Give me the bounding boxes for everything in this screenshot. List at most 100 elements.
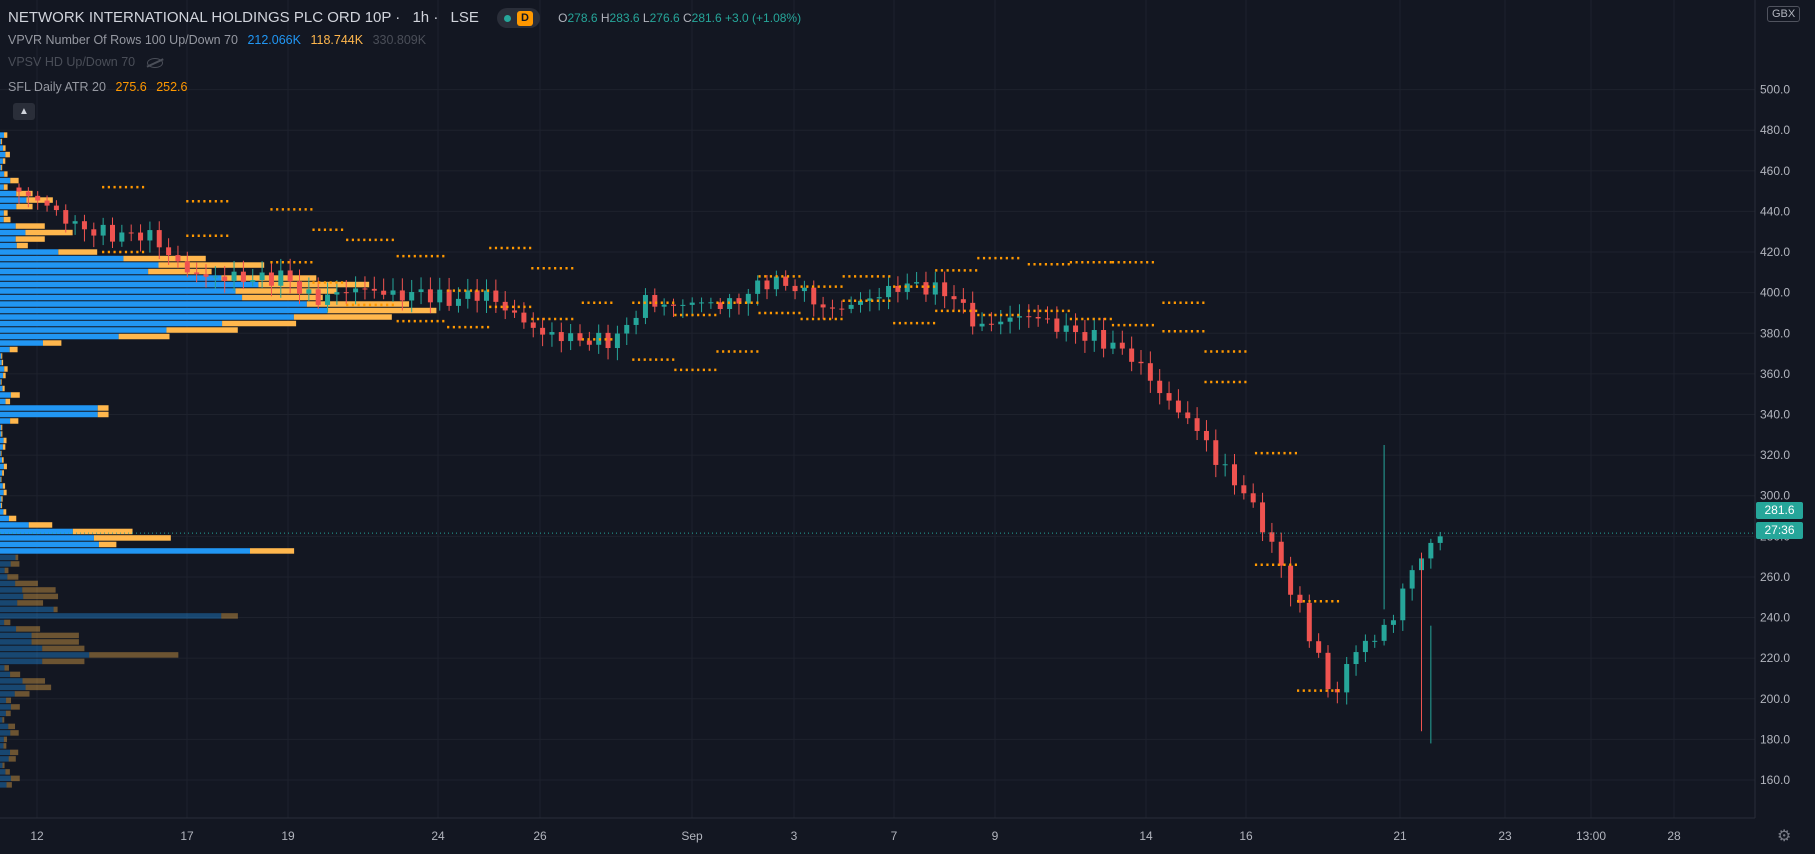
candle-body: [1045, 318, 1050, 320]
vp-down-bar: [72, 528, 133, 535]
candle-body: [1110, 342, 1116, 349]
hidden-eye-icon[interactable]: [146, 57, 163, 68]
vp-up-bar: [0, 379, 1, 385]
time-tick-label: 16: [1239, 829, 1253, 843]
time-tick-label: 12: [30, 829, 44, 843]
candle-body: [867, 298, 873, 301]
candle-body: [110, 224, 115, 242]
vp-up-bar: [0, 340, 43, 346]
vp-up-bar: [0, 587, 23, 593]
vpsv-legend[interactable]: VPSV HD Up/Down 70: [8, 55, 163, 69]
candle-body: [1288, 565, 1294, 595]
vp-down-bar: [4, 171, 8, 177]
vp-down-bar: [258, 281, 370, 288]
vp-down-bar: [31, 632, 79, 639]
vp-up-bar: [0, 762, 3, 769]
candle-body: [811, 287, 817, 305]
candle-body: [297, 281, 302, 294]
candle-body: [371, 288, 377, 291]
collapse-legend-button[interactable]: ▲: [13, 103, 35, 120]
vp-up-bar: [0, 197, 27, 203]
atr-levels: [102, 185, 1340, 692]
vp-up-bar: [0, 515, 9, 522]
candle-body: [605, 332, 611, 349]
vp-up-bar: [0, 450, 1, 457]
vp-down-bar: [158, 262, 265, 268]
symbol-title[interactable]: NETWORK INTERNATIONAL HOLDINGS PLC ORD 1…: [8, 8, 392, 26]
time-tick-label: 24: [431, 829, 445, 843]
candle-body: [858, 300, 863, 305]
vp-down-bar: [5, 151, 10, 158]
candle-body: [1325, 652, 1331, 690]
vp-up-bar: [0, 418, 11, 424]
vp-up-bar: [0, 203, 17, 210]
time-tick-label: 28: [1667, 829, 1681, 843]
vp-down-bar: [2, 385, 5, 392]
candle-body: [138, 232, 144, 241]
vp-down-bar: [8, 723, 16, 730]
vp-up-bar: [0, 548, 250, 554]
timeframe-label[interactable]: 1h: [412, 8, 430, 26]
market-status[interactable]: D: [497, 8, 540, 28]
chevron-up-icon: ▲: [19, 106, 29, 117]
vp-down-bar: [10, 749, 19, 756]
vpvr-legend[interactable]: VPVR Number Of Rows 100 Up/Down 70 212.0…: [8, 33, 426, 47]
vp-up-bar: [0, 463, 4, 470]
vp-up-bar: [0, 678, 23, 684]
time-tick-label: 7: [891, 829, 898, 843]
vp-down-bar: [249, 548, 295, 554]
vp-up-bar: [0, 216, 4, 223]
candle-body: [680, 304, 686, 306]
vp-up-bar: [0, 470, 3, 476]
vp-up-bar: [0, 782, 7, 788]
candle-body: [315, 289, 321, 305]
vp-down-bar: [2, 444, 6, 450]
vp-down-bar: [14, 691, 30, 697]
candle-body: [633, 317, 639, 325]
vp-up-bar: [0, 736, 4, 743]
vp-down-bar: [166, 327, 238, 333]
vp-down-bar: [16, 626, 41, 632]
candle-body: [708, 302, 714, 304]
vp-down-bar: [242, 294, 323, 301]
low-label: L: [642, 10, 650, 25]
volume-profile: [0, 132, 437, 788]
vp-down-bar: [2, 470, 4, 476]
vp-up-bar: [0, 320, 223, 327]
gear-icon[interactable]: ⚙: [1777, 828, 1792, 845]
candle-body: [343, 292, 349, 294]
candle-body: [25, 191, 31, 196]
vp-down-bar: [97, 411, 109, 418]
candle-body: [1306, 602, 1312, 642]
candle-body: [455, 298, 461, 306]
vp-down-bar: [42, 340, 62, 346]
vp-down-bar: [53, 606, 58, 613]
vp-down-bar: [10, 671, 21, 678]
candle-body: [203, 274, 209, 277]
candles: [16, 183, 1443, 744]
time-tick-label: Sep: [681, 829, 703, 843]
candle-body: [596, 332, 602, 345]
candle-body: [1138, 361, 1144, 364]
candle-body: [287, 270, 293, 282]
vp-up-bar: [0, 632, 32, 639]
candle-body: [194, 272, 200, 275]
vp-up-bar: [0, 249, 59, 255]
candle-body: [540, 327, 546, 335]
vp-down-bar: [93, 535, 171, 541]
candle-body: [586, 340, 592, 345]
candle-body: [970, 302, 976, 327]
vp-down-bar: [16, 242, 28, 249]
candle-body: [259, 272, 265, 281]
vp-up-bar: [0, 554, 16, 561]
vp-down-bar: [6, 697, 12, 704]
atr-legend[interactable]: SFL Daily ATR 20 275.6 252.6: [8, 80, 187, 94]
vp-down-bar: [3, 210, 8, 216]
price-tick-label: 480.0: [1760, 123, 1790, 137]
vp-up-bar: [0, 775, 11, 782]
candle-body: [699, 302, 705, 304]
vp-down-bar: [235, 288, 337, 294]
currency-badge[interactable]: GBX: [1767, 6, 1801, 22]
price-tick-label: 420.0: [1760, 245, 1790, 259]
